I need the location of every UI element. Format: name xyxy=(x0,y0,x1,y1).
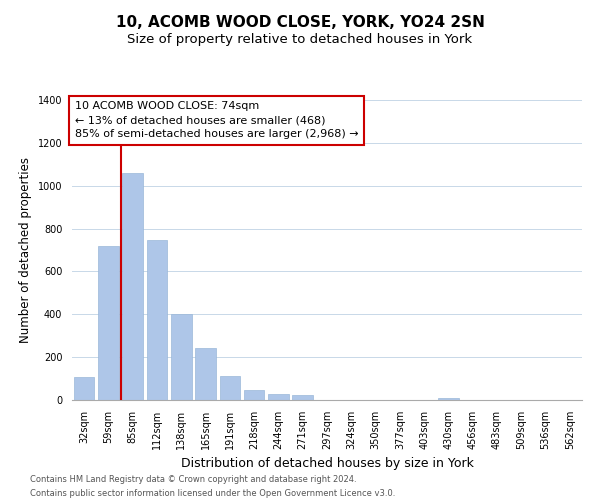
Text: Contains HM Land Registry data © Crown copyright and database right 2024.
Contai: Contains HM Land Registry data © Crown c… xyxy=(30,476,395,498)
Bar xyxy=(292,396,313,400)
Y-axis label: Number of detached properties: Number of detached properties xyxy=(19,157,32,343)
Bar xyxy=(438,398,459,400)
Text: Size of property relative to detached houses in York: Size of property relative to detached ho… xyxy=(127,32,473,46)
Bar xyxy=(268,394,289,400)
Bar xyxy=(195,348,216,400)
Bar xyxy=(122,173,143,400)
X-axis label: Distribution of detached houses by size in York: Distribution of detached houses by size … xyxy=(181,458,473,470)
Bar xyxy=(74,377,94,400)
Bar xyxy=(98,246,119,400)
Bar xyxy=(244,390,265,400)
Text: 10, ACOMB WOOD CLOSE, YORK, YO24 2SN: 10, ACOMB WOOD CLOSE, YORK, YO24 2SN xyxy=(116,15,484,30)
Text: 10 ACOMB WOOD CLOSE: 74sqm
← 13% of detached houses are smaller (468)
85% of sem: 10 ACOMB WOOD CLOSE: 74sqm ← 13% of deta… xyxy=(75,101,359,139)
Bar xyxy=(146,240,167,400)
Bar xyxy=(220,376,240,400)
Bar xyxy=(171,314,191,400)
